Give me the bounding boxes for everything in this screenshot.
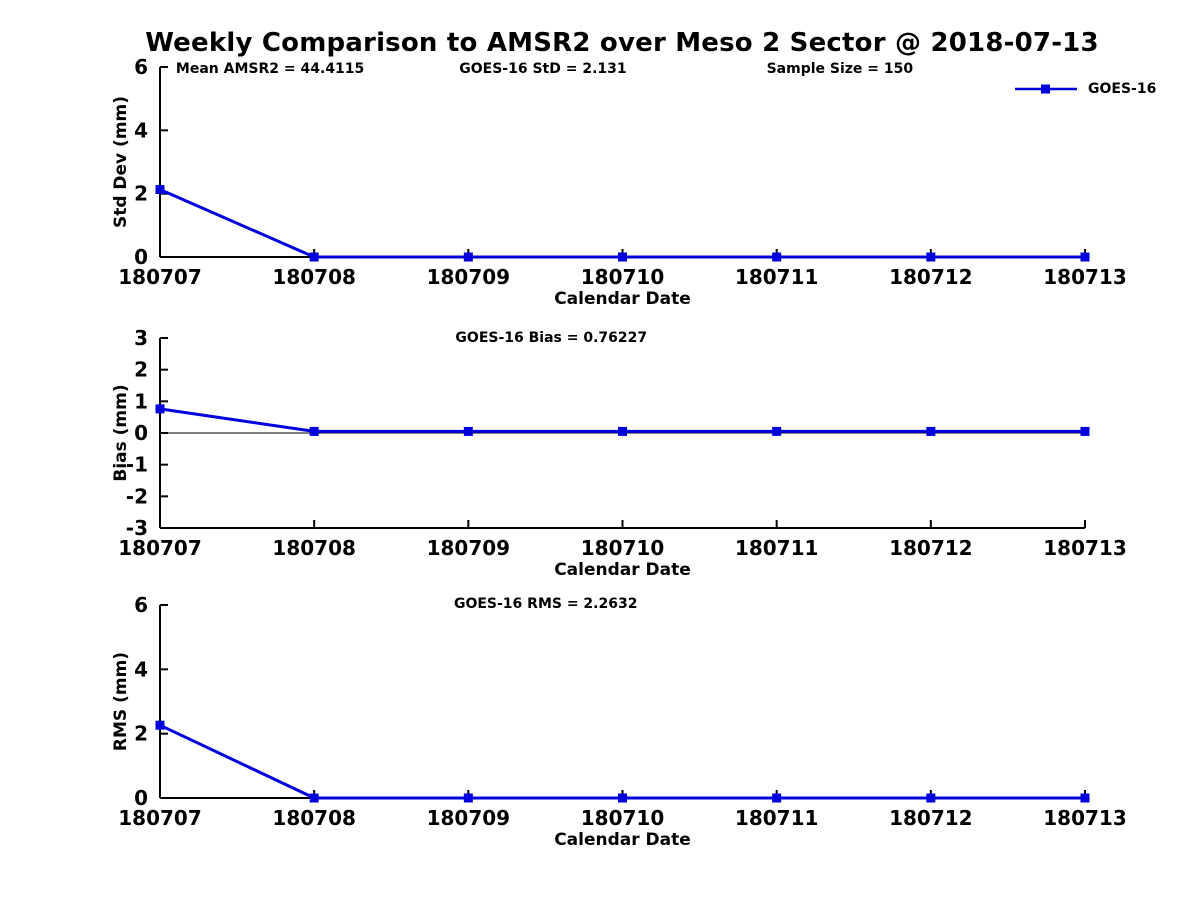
y-tick-label: 0: [134, 786, 148, 810]
x-tick-label: 180711: [735, 806, 819, 830]
legend-line-marker-icon: [1015, 84, 1077, 93]
series-marker: [309, 426, 319, 436]
x-tick-label: 180711: [735, 536, 819, 560]
series-marker: [926, 793, 936, 803]
annotation: GOES-16 StD = 2.131: [459, 61, 626, 77]
annotation: Mean AMSR2 = 44.4115: [176, 61, 364, 77]
y-tick-label: 0: [134, 245, 148, 269]
y-tick-label: 4: [134, 118, 148, 142]
legend: GOES-16: [1014, 80, 1156, 97]
series-marker: [772, 252, 782, 262]
series-marker: [618, 252, 627, 262]
x-tick-label: 180708: [272, 265, 356, 289]
series-marker: [155, 185, 165, 195]
series-marker: [1080, 793, 1090, 803]
x-tick-label: 180712: [889, 265, 973, 289]
x-tick-label: 180707: [118, 265, 202, 289]
series-marker: [155, 404, 165, 414]
series-line: [159, 188, 1085, 259]
series-marker: [618, 426, 627, 436]
y-tick-label: 2: [134, 722, 148, 746]
annotation: GOES-16 Bias = 0.76227: [455, 330, 647, 346]
y-axis-title: RMS (mm): [111, 652, 131, 751]
y-axis-title: Bias (mm): [111, 384, 131, 481]
series-marker: [1080, 252, 1090, 262]
y-tick-label: -3: [126, 516, 148, 540]
y-tick-label: 4: [134, 657, 148, 681]
x-axis-title: Calendar Date: [554, 289, 691, 309]
series-marker: [772, 793, 782, 803]
x-tick-label: 180707: [118, 806, 202, 830]
series-marker: [309, 793, 319, 803]
series-marker: [463, 252, 473, 262]
series-marker: [1080, 426, 1090, 436]
y-tick-label: 2: [134, 358, 148, 382]
x-axis-title: Calendar Date: [554, 830, 691, 850]
series-marker: [155, 720, 165, 730]
x-axis-title: Calendar Date: [554, 560, 691, 580]
legend-label: GOES-16: [1088, 80, 1157, 97]
y-tick-label: 6: [134, 593, 148, 617]
y-tick-label: 2: [134, 182, 148, 206]
y-tick-label: 1: [134, 389, 148, 413]
series-marker: [309, 252, 319, 262]
annotation: Sample Size = 150: [767, 61, 914, 77]
x-tick-label: 180712: [889, 806, 973, 830]
x-tick-label: 180708: [272, 806, 356, 830]
x-tick-label: 180713: [1043, 265, 1127, 289]
y-tick-label: 0: [134, 421, 148, 445]
x-tick-label: 180707: [118, 536, 202, 560]
x-tick-label: 180710: [581, 265, 665, 289]
x-tick-label: 180713: [1043, 536, 1127, 560]
x-tick-label: 180709: [427, 265, 511, 289]
x-tick-label: 180709: [427, 536, 511, 560]
series-marker: [926, 426, 936, 436]
y-tick-label: -1: [126, 453, 148, 477]
series-marker: [618, 793, 627, 803]
series-marker: [463, 426, 473, 436]
series-line: [159, 723, 1085, 800]
y-tick-label: -2: [126, 484, 148, 508]
y-tick-label: 6: [134, 55, 148, 79]
x-tick-label: 180712: [889, 536, 973, 560]
figure-title: Weekly Comparison to AMSR2 over Meso 2 S…: [145, 28, 1099, 58]
y-axis-title: Std Dev (mm): [111, 96, 131, 228]
annotation: GOES-16 RMS = 2.2632: [454, 596, 638, 612]
series-marker: [926, 252, 936, 262]
series-marker: [772, 426, 782, 436]
series-marker: [463, 793, 473, 803]
x-tick-label: 180713: [1043, 806, 1127, 830]
y-tick-label: 3: [134, 326, 148, 350]
x-tick-label: 180710: [581, 806, 665, 830]
x-tick-label: 180709: [427, 806, 511, 830]
x-tick-label: 180708: [272, 536, 356, 560]
x-tick-label: 180711: [735, 265, 819, 289]
x-tick-label: 180710: [581, 536, 665, 560]
